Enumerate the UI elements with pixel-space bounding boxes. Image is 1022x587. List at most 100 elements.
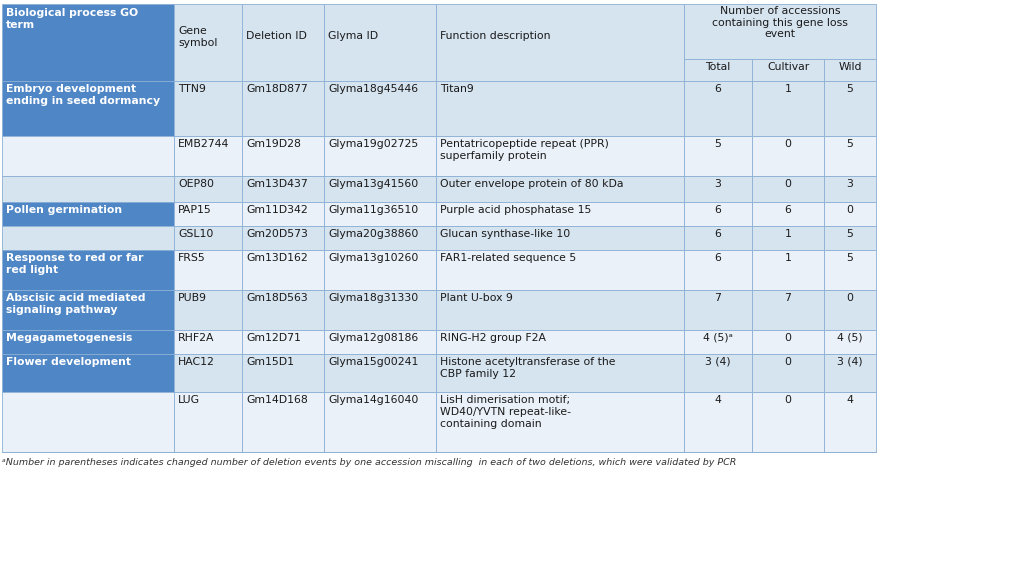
Bar [752, 81, 824, 136]
Bar [242, 4, 324, 81]
Bar [174, 330, 242, 354]
Bar [2, 290, 174, 330]
Text: LisH dimerisation motif;
WD40/YVTN repeat-like-
containing domain: LisH dimerisation motif; WD40/YVTN repea… [440, 395, 571, 429]
Bar [824, 176, 876, 202]
Text: 0: 0 [785, 395, 791, 405]
Text: 4 (5): 4 (5) [837, 333, 863, 343]
Bar [324, 4, 436, 81]
Text: Number of accessions
containing this gene loss
event: Number of accessions containing this gen… [712, 6, 848, 39]
Text: Gm18D877: Gm18D877 [246, 84, 308, 94]
Text: TTN9: TTN9 [178, 84, 205, 94]
Text: Glyma14g16040: Glyma14g16040 [328, 395, 418, 405]
Text: Response to red or far
red light: Response to red or far red light [6, 253, 143, 275]
Text: 7: 7 [785, 293, 791, 303]
Text: Gm20D573: Gm20D573 [246, 229, 308, 239]
Text: 4: 4 [846, 395, 853, 405]
Bar [824, 392, 876, 452]
Text: 0: 0 [785, 179, 791, 189]
Bar [2, 81, 174, 136]
Bar [684, 392, 752, 452]
Text: Glyma11g36510: Glyma11g36510 [328, 205, 418, 215]
Text: Gm12D71: Gm12D71 [246, 333, 300, 343]
Text: EMB2744: EMB2744 [178, 139, 229, 149]
Bar [242, 392, 324, 452]
Bar [174, 354, 242, 392]
Bar [2, 354, 174, 392]
Bar [752, 202, 824, 226]
Bar [174, 290, 242, 330]
Bar [242, 250, 324, 290]
Text: Outer envelope protein of 80 kDa: Outer envelope protein of 80 kDa [440, 179, 623, 189]
Text: Glyma12g08186: Glyma12g08186 [328, 333, 418, 343]
Bar [436, 290, 684, 330]
Text: Megagametogenesis: Megagametogenesis [6, 333, 133, 343]
Text: 3 (4): 3 (4) [705, 357, 731, 367]
Text: 3 (4): 3 (4) [837, 357, 863, 367]
Text: Gm14D168: Gm14D168 [246, 395, 308, 405]
Bar [824, 250, 876, 290]
Text: Wild: Wild [838, 62, 862, 72]
Bar [174, 176, 242, 202]
Bar [684, 290, 752, 330]
Bar [436, 392, 684, 452]
Text: Gm15D1: Gm15D1 [246, 357, 294, 367]
Text: OEP80: OEP80 [178, 179, 214, 189]
Bar [752, 226, 824, 250]
Bar [824, 136, 876, 176]
Text: Gene
symbol: Gene symbol [178, 26, 218, 48]
Bar [242, 176, 324, 202]
Bar [2, 250, 174, 290]
Text: Embryo development
ending in seed dormancy: Embryo development ending in seed dorman… [6, 84, 160, 106]
Bar [242, 202, 324, 226]
Bar [174, 81, 242, 136]
Text: 0: 0 [785, 333, 791, 343]
Bar [324, 250, 436, 290]
Bar [824, 354, 876, 392]
Bar [242, 226, 324, 250]
Bar [2, 202, 174, 226]
Text: Gm19D28: Gm19D28 [246, 139, 300, 149]
Bar [684, 176, 752, 202]
Text: RHF2A: RHF2A [178, 333, 215, 343]
Text: Purple acid phosphatase 15: Purple acid phosphatase 15 [440, 205, 592, 215]
Bar [2, 226, 174, 250]
Bar [436, 81, 684, 136]
Text: 4 (5)ᵃ: 4 (5)ᵃ [703, 333, 733, 343]
Text: FAR1-related sequence 5: FAR1-related sequence 5 [440, 253, 576, 263]
Text: GSL10: GSL10 [178, 229, 214, 239]
Text: Function description: Function description [440, 31, 551, 41]
Bar [174, 202, 242, 226]
Text: 6: 6 [785, 205, 791, 215]
Text: ᵃNumber in parentheses indicates changed number of deletion events by one access: ᵃNumber in parentheses indicates changed… [2, 458, 737, 467]
Bar [824, 290, 876, 330]
Bar [324, 176, 436, 202]
Bar [2, 136, 174, 176]
Bar [242, 136, 324, 176]
Bar [2, 330, 174, 354]
Bar [324, 290, 436, 330]
Text: 5: 5 [714, 139, 722, 149]
Bar [824, 59, 876, 81]
Text: 5: 5 [846, 84, 853, 94]
Text: Glucan synthase-like 10: Glucan synthase-like 10 [440, 229, 570, 239]
Bar [436, 250, 684, 290]
Bar [436, 136, 684, 176]
Text: Gm13D437: Gm13D437 [246, 179, 308, 189]
Bar [436, 176, 684, 202]
Text: 1: 1 [785, 229, 791, 239]
Text: Abscisic acid mediated
signaling pathway: Abscisic acid mediated signaling pathway [6, 293, 145, 315]
Text: PAP15: PAP15 [178, 205, 212, 215]
Text: FRS5: FRS5 [178, 253, 205, 263]
Bar [174, 226, 242, 250]
Text: Deletion ID: Deletion ID [246, 31, 307, 41]
Bar [752, 354, 824, 392]
Text: Glyma ID: Glyma ID [328, 31, 378, 41]
Text: Flower development: Flower development [6, 357, 131, 367]
Bar [324, 226, 436, 250]
Bar [174, 136, 242, 176]
Text: Glyma13g41560: Glyma13g41560 [328, 179, 418, 189]
Text: HAC12: HAC12 [178, 357, 215, 367]
Bar [174, 250, 242, 290]
Text: Gm13D162: Gm13D162 [246, 253, 308, 263]
Text: 0: 0 [846, 293, 853, 303]
